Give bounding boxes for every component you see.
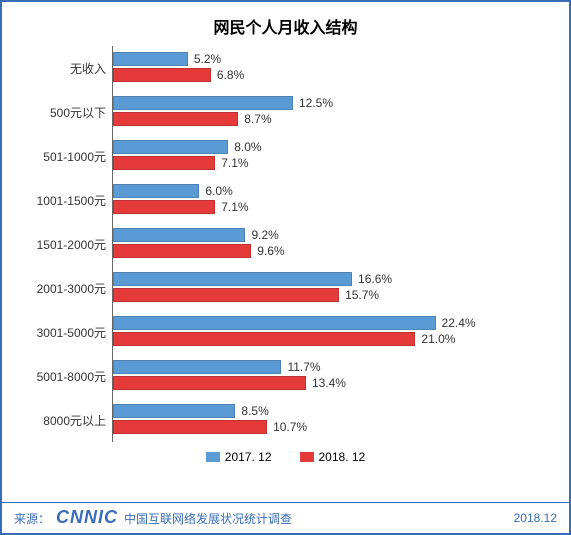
bar bbox=[113, 228, 245, 242]
source-text: 中国互联网络发展状况统计调查 bbox=[124, 510, 292, 527]
legend-item: 2018. 12 bbox=[300, 450, 366, 464]
value-label: 6.0% bbox=[205, 184, 232, 198]
value-label: 8.0% bbox=[234, 140, 261, 154]
legend-label: 2017. 12 bbox=[225, 450, 272, 464]
bar-group: 8.7% bbox=[113, 112, 272, 126]
value-label: 8.7% bbox=[244, 112, 271, 126]
bar-group: 22.4% bbox=[113, 316, 476, 330]
chart-frame: 网民个人月收入结构 无收入 5.2% 6.8% 500元以下 12.5% 8.7% 501-… bbox=[0, 0, 571, 535]
bar bbox=[113, 404, 235, 418]
bar-group: 7.1% bbox=[113, 156, 249, 170]
bar bbox=[113, 52, 188, 66]
chart-area: 无收入 5.2% 6.8% 500元以下 12.5% 8.7% 501-1000元 8.0% 7… bbox=[22, 46, 539, 442]
bars-cell: 8.0% 7.1% bbox=[112, 134, 539, 178]
bar-group: 5.2% bbox=[113, 52, 221, 66]
source-label: 来源： bbox=[14, 510, 50, 527]
bars-cell: 8.5% 10.7% bbox=[112, 398, 539, 442]
chart-row: 1001-1500元 6.0% 7.1% bbox=[22, 178, 539, 222]
chart-row: 2001-3000元 16.6% 15.7% bbox=[22, 266, 539, 310]
footer-date: 2018.12 bbox=[514, 511, 557, 525]
footer: 来源： CNNIC 中国互联网络发展状况统计调查 2018.12 bbox=[2, 502, 569, 533]
category-label: 5001-8000元 bbox=[22, 368, 112, 385]
bar-group: 6.0% bbox=[113, 184, 233, 198]
bar-group: 7.1% bbox=[113, 200, 249, 214]
legend-swatch bbox=[206, 452, 220, 462]
chart-row: 无收入 5.2% 6.8% bbox=[22, 46, 539, 90]
bar bbox=[113, 376, 306, 390]
legend-swatch bbox=[300, 452, 314, 462]
value-label: 6.8% bbox=[217, 68, 244, 82]
bar bbox=[113, 360, 281, 374]
bar bbox=[113, 288, 339, 302]
bars-cell: 12.5% 8.7% bbox=[112, 90, 539, 134]
chart-title: 网民个人月收入结构 bbox=[2, 2, 569, 46]
bar bbox=[113, 200, 215, 214]
value-label: 13.4% bbox=[312, 376, 346, 390]
bar-group: 8.0% bbox=[113, 140, 262, 154]
category-label: 1501-2000元 bbox=[22, 236, 112, 253]
bar bbox=[113, 140, 228, 154]
bar-group: 8.5% bbox=[113, 404, 269, 418]
legend-item: 2017. 12 bbox=[206, 450, 272, 464]
bars-cell: 16.6% 15.7% bbox=[112, 266, 539, 310]
bar-group: 12.5% bbox=[113, 96, 333, 110]
bar bbox=[113, 156, 215, 170]
bar bbox=[113, 96, 293, 110]
value-label: 12.5% bbox=[299, 96, 333, 110]
category-label: 无收入 bbox=[22, 60, 112, 77]
bar-group: 21.0% bbox=[113, 332, 455, 346]
value-label: 8.5% bbox=[241, 404, 268, 418]
category-label: 8000元以上 bbox=[22, 412, 112, 429]
bars-cell: 22.4% 21.0% bbox=[112, 310, 539, 354]
bar bbox=[113, 272, 352, 286]
value-label: 16.6% bbox=[358, 272, 392, 286]
bars-cell: 11.7% 13.4% bbox=[112, 354, 539, 398]
value-label: 9.2% bbox=[251, 228, 278, 242]
value-label: 9.6% bbox=[257, 244, 284, 258]
value-label: 7.1% bbox=[221, 156, 248, 170]
bar-group: 6.8% bbox=[113, 68, 244, 82]
bar bbox=[113, 184, 199, 198]
value-label: 5.2% bbox=[194, 52, 221, 66]
bar-group: 15.7% bbox=[113, 288, 379, 302]
value-label: 10.7% bbox=[273, 420, 307, 434]
bars-cell: 6.0% 7.1% bbox=[112, 178, 539, 222]
bar bbox=[113, 332, 415, 346]
cnnic-logo: CNNIC bbox=[56, 507, 118, 528]
bar-group: 13.4% bbox=[113, 376, 346, 390]
bar bbox=[113, 420, 267, 434]
chart-row: 3001-5000元 22.4% 21.0% bbox=[22, 310, 539, 354]
bar bbox=[113, 244, 251, 258]
category-label: 501-1000元 bbox=[22, 148, 112, 165]
bars-cell: 9.2% 9.6% bbox=[112, 222, 539, 266]
value-label: 21.0% bbox=[421, 332, 455, 346]
bar-group: 11.7% bbox=[113, 360, 321, 374]
chart-row: 501-1000元 8.0% 7.1% bbox=[22, 134, 539, 178]
value-label: 7.1% bbox=[221, 200, 248, 214]
bar-group: 9.2% bbox=[113, 228, 279, 242]
category-label: 3001-5000元 bbox=[22, 324, 112, 341]
bars-cell: 5.2% 6.8% bbox=[112, 46, 539, 90]
bar bbox=[113, 112, 238, 126]
category-label: 1001-1500元 bbox=[22, 192, 112, 209]
bar-group: 10.7% bbox=[113, 420, 307, 434]
bar-group: 9.6% bbox=[113, 244, 285, 258]
chart-row: 5001-8000元 11.7% 13.4% bbox=[22, 354, 539, 398]
value-label: 22.4% bbox=[442, 316, 476, 330]
bar bbox=[113, 316, 436, 330]
chart-row: 8000元以上 8.5% 10.7% bbox=[22, 398, 539, 442]
chart-row: 1501-2000元 9.2% 9.6% bbox=[22, 222, 539, 266]
source-block: 来源： CNNIC 中国互联网络发展状况统计调查 bbox=[14, 507, 292, 528]
bar-group: 16.6% bbox=[113, 272, 392, 286]
plot-area: 无收入 5.2% 6.8% 500元以下 12.5% 8.7% 501-1000元 8.0% 7… bbox=[22, 46, 539, 442]
category-label: 500元以下 bbox=[22, 104, 112, 121]
value-label: 15.7% bbox=[345, 288, 379, 302]
bar bbox=[113, 68, 211, 82]
value-label: 11.7% bbox=[287, 360, 320, 374]
legend: 2017. 12 2018. 12 bbox=[2, 442, 569, 471]
legend-label: 2018. 12 bbox=[319, 450, 366, 464]
category-label: 2001-3000元 bbox=[22, 280, 112, 297]
chart-row: 500元以下 12.5% 8.7% bbox=[22, 90, 539, 134]
